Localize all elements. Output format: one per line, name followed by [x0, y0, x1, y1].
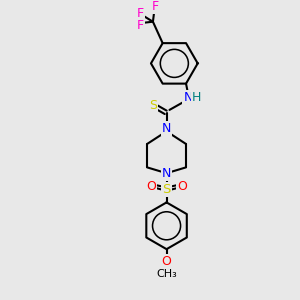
Text: F: F — [137, 8, 144, 20]
Text: S: S — [149, 98, 157, 112]
Text: F: F — [151, 0, 158, 13]
Text: F: F — [137, 19, 144, 32]
Text: H: H — [192, 91, 201, 104]
Text: N: N — [183, 91, 193, 104]
Text: N: N — [162, 122, 171, 135]
Text: N: N — [162, 167, 171, 180]
Text: CH₃: CH₃ — [156, 269, 177, 280]
Text: O: O — [146, 180, 156, 193]
Text: O: O — [162, 255, 172, 268]
Text: O: O — [177, 180, 187, 193]
Text: S: S — [162, 183, 171, 196]
